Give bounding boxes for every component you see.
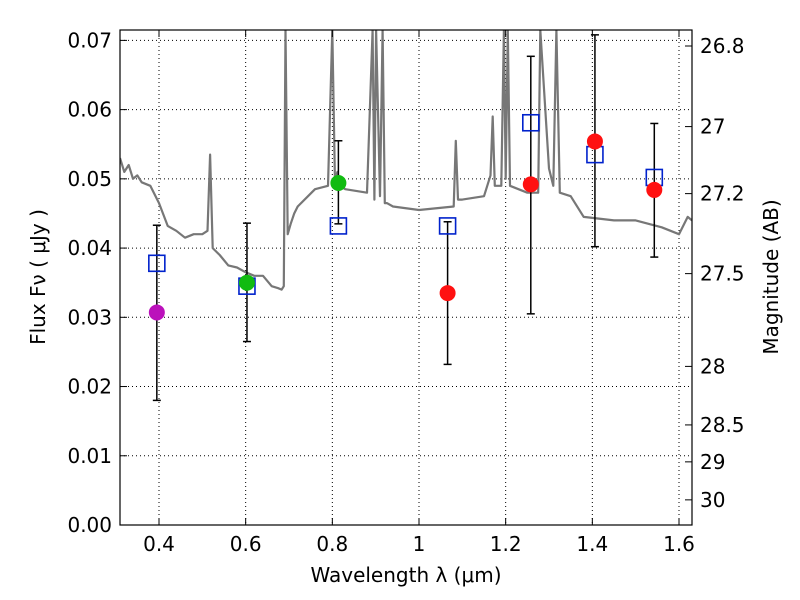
y-axis-title: Flux Fν ( μJy ) — [26, 209, 50, 345]
error-bars — [152, 34, 659, 402]
x-tick-label: 1.6 — [663, 532, 695, 556]
y-tick-label: 0.06 — [67, 98, 112, 122]
y-tick-label: 0.00 — [67, 513, 112, 537]
model-spectrum-line — [120, 30, 692, 291]
y2-tick-label: 28.5 — [700, 413, 745, 437]
plot-frame — [119, 29, 693, 526]
y2-tick-label: 28 — [700, 354, 725, 378]
y-tick-label: 0.03 — [67, 305, 112, 329]
y2-tick-label: 27.5 — [700, 262, 745, 286]
model-photometry-point — [438, 217, 457, 235]
model-photometry-point — [521, 113, 540, 132]
y-tick-label: 0.07 — [67, 28, 112, 52]
y2-axis-title: Magnitude (AB) — [759, 199, 783, 354]
y2-tick-label: 30 — [700, 488, 725, 512]
observed-point — [330, 175, 347, 191]
observed-point — [238, 274, 255, 291]
x-tick-label: 0.8 — [316, 532, 348, 556]
observed-markers — [148, 133, 663, 321]
y2-tick-label: 27.2 — [700, 182, 745, 206]
y2-tick-label: 27 — [700, 115, 725, 139]
y2-axis-ticks: 26.8 27 27.2 27.5 28 28.5 29 30 — [685, 34, 745, 512]
observed-point — [439, 285, 456, 302]
x-tick-label: 1 — [413, 532, 426, 556]
model-photometry-point — [148, 254, 166, 273]
model-photometry-point — [329, 217, 348, 235]
observed-point — [586, 133, 603, 150]
y-axis-ticks: 0.00 0.01 0.02 0.03 0.04 0.05 0.06 0.07 — [67, 28, 127, 537]
observed-point — [522, 176, 539, 193]
y-tick-label: 0.05 — [67, 167, 112, 191]
x-axis-title: Wavelength λ (μm) — [310, 563, 501, 587]
x-tick-label: 1.2 — [490, 532, 522, 556]
x-tick-label: 1.4 — [576, 532, 608, 556]
observed-point — [148, 304, 165, 321]
model-photometry-markers — [148, 113, 664, 295]
y2-tick-label: 29 — [700, 450, 725, 474]
x-axis-ticks: 0.4 0.6 0.8 1 1.2 1.4 1.6 — [143, 30, 695, 556]
y-tick-label: 0.01 — [67, 444, 112, 468]
grid — [120, 30, 692, 525]
y2-tick-label: 26.8 — [700, 34, 745, 58]
y-tick-label: 0.04 — [67, 236, 112, 260]
model-spectrum-layer — [120, 30, 692, 291]
y-tick-label: 0.02 — [67, 375, 112, 399]
observed-point — [646, 181, 663, 198]
x-tick-label: 0.6 — [230, 532, 262, 556]
x-tick-label: 0.4 — [143, 532, 175, 556]
